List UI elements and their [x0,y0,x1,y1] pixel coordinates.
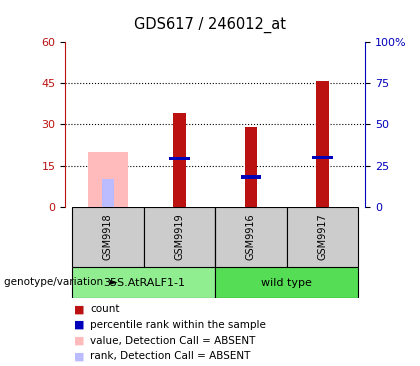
Bar [102,179,114,207]
Text: rank, Detection Call = ABSENT: rank, Detection Call = ABSENT [90,351,251,362]
Text: wild type: wild type [261,278,312,288]
Text: count: count [90,304,120,314]
Text: percentile rank within the sample: percentile rank within the sample [90,320,266,330]
Text: GSM9919: GSM9919 [174,214,184,260]
Text: genotype/variation  ►: genotype/variation ► [4,277,118,287]
Text: ■: ■ [74,320,84,330]
Bar [72,207,144,267]
Bar [316,81,329,207]
Bar [173,113,186,207]
Text: ■: ■ [74,304,84,314]
Bar [170,157,189,160]
Text: GSM9918: GSM9918 [103,214,113,260]
Text: ■: ■ [74,351,84,362]
Bar [215,207,287,267]
Bar [215,267,358,298]
Text: 35S.AtRALF1-1: 35S.AtRALF1-1 [103,278,185,288]
Text: value, Detection Call = ABSENT: value, Detection Call = ABSENT [90,336,256,346]
Bar [88,152,128,207]
Text: ■: ■ [74,336,84,346]
Bar [72,267,215,298]
Bar [241,175,261,179]
Bar [312,156,333,159]
Bar [287,207,358,267]
Text: GSM9917: GSM9917 [318,214,328,260]
Text: GSM9916: GSM9916 [246,214,256,260]
Bar [144,207,215,267]
Bar [244,127,257,207]
Text: GDS617 / 246012_at: GDS617 / 246012_at [134,16,286,33]
